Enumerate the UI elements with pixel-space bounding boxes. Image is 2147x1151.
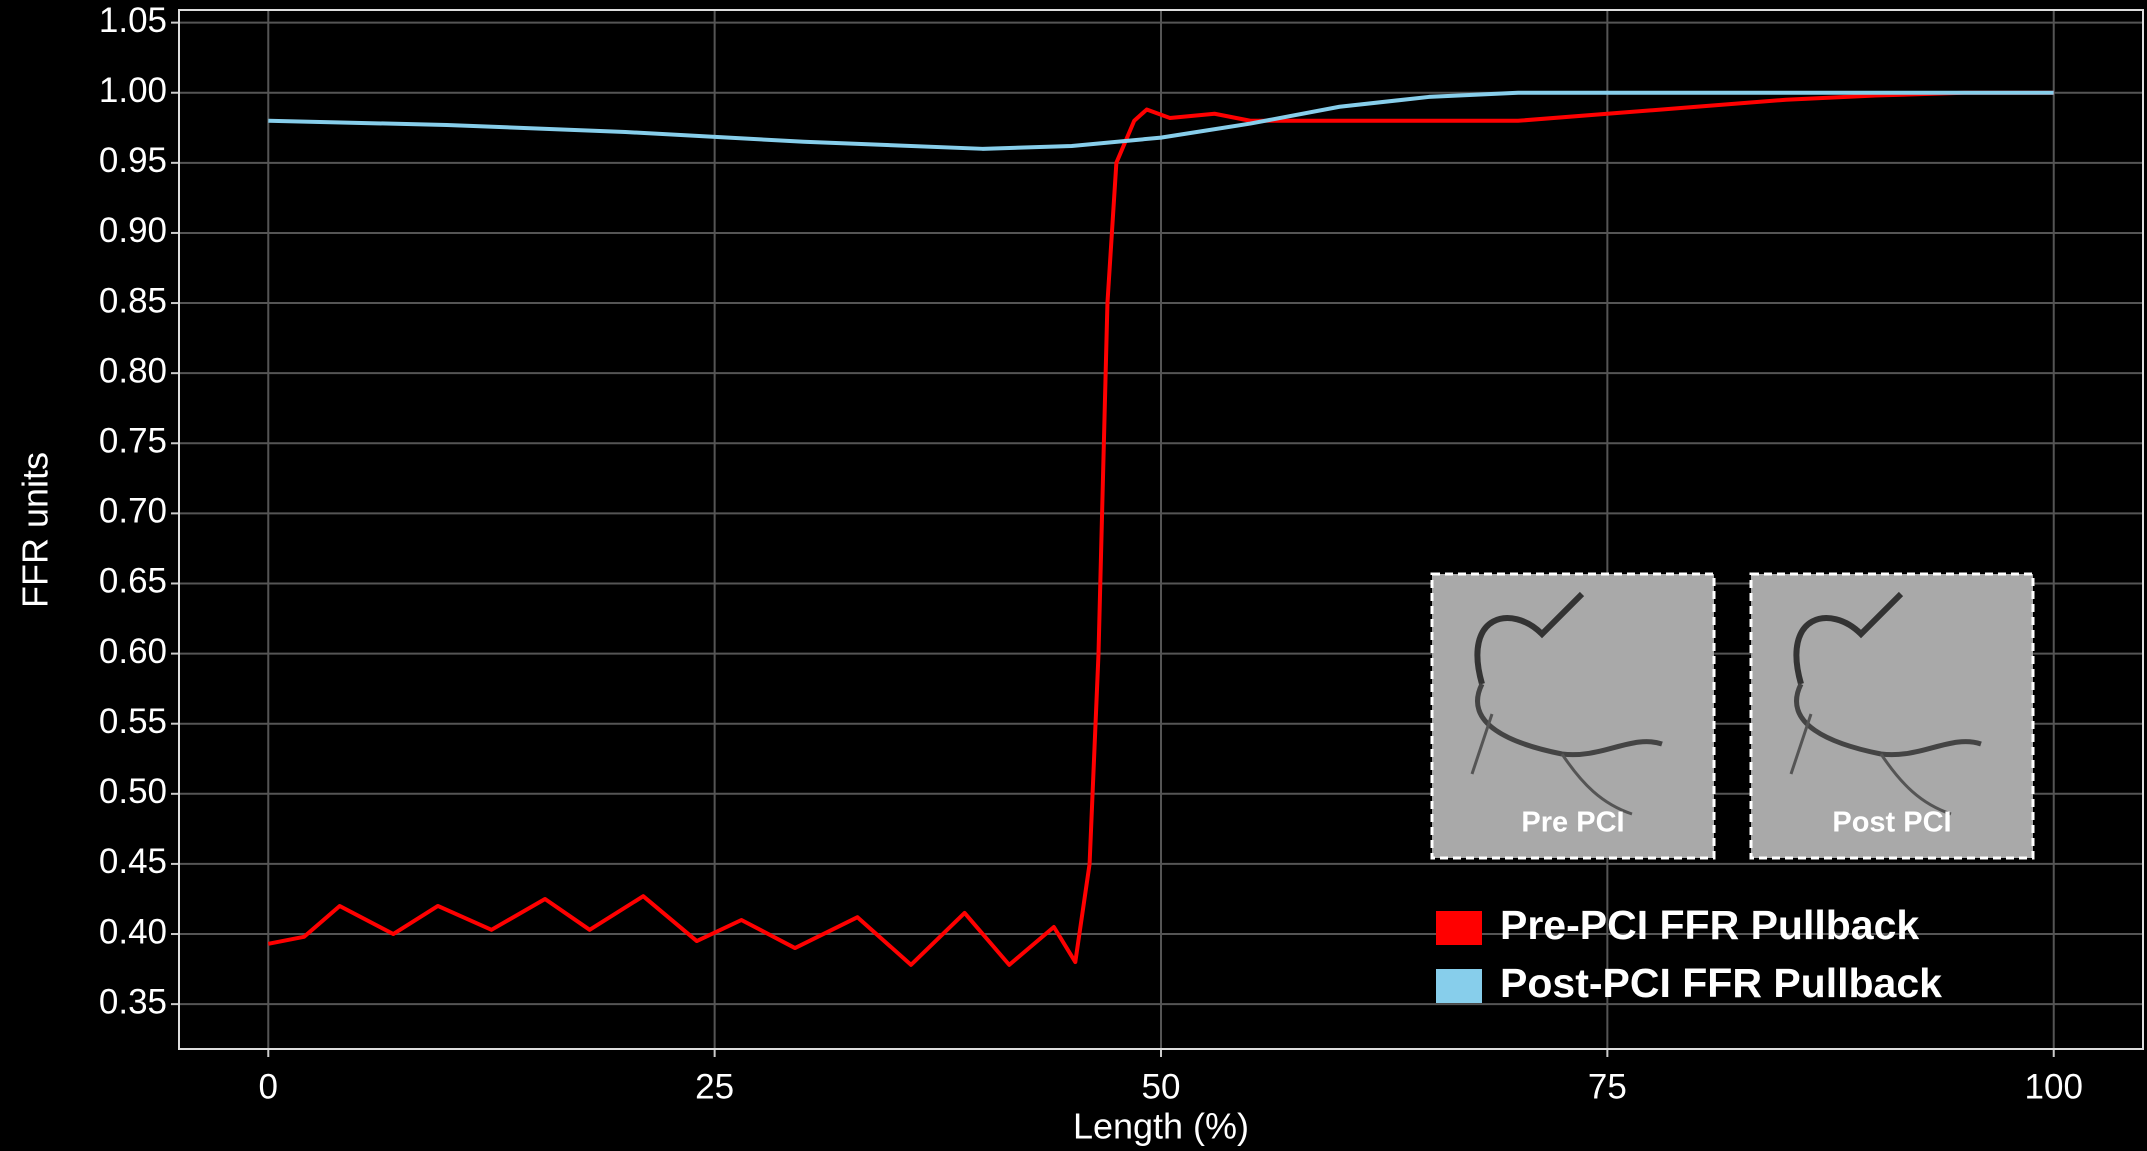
x-tick-label: 50 xyxy=(1142,1067,1181,1106)
y-tick-label: 0.50 xyxy=(99,772,167,811)
y-axis-label: FFR units xyxy=(15,452,56,608)
legend-swatch xyxy=(1436,969,1482,1003)
vessel xyxy=(1789,713,1952,816)
y-tick-label: 0.35 xyxy=(99,982,167,1021)
y-tick-label: 0.55 xyxy=(99,702,167,741)
y-tick-label: 0.90 xyxy=(99,211,167,250)
x-tick-label: 100 xyxy=(2025,1067,2083,1106)
legend-label: Post-PCI FFR Pullback xyxy=(1500,960,1942,1006)
y-tick-label: 0.95 xyxy=(99,141,167,180)
inset-label: Pre PCI xyxy=(1521,807,1624,839)
inset-image: Post PCI xyxy=(1749,572,2035,860)
vessel xyxy=(1470,713,1633,816)
x-tick-label: 0 xyxy=(259,1067,278,1106)
y-tick-label: 0.65 xyxy=(99,562,167,601)
legend-label: Pre-PCI FFR Pullback xyxy=(1500,902,1919,948)
x-tick-label: 75 xyxy=(1588,1067,1627,1106)
inset-label: Post PCI xyxy=(1832,807,1951,839)
plot-border xyxy=(178,9,2144,1050)
x-tick-label: 25 xyxy=(695,1067,734,1106)
y-tick-label: 0.40 xyxy=(99,912,167,951)
y-tick-label: 1.05 xyxy=(99,1,167,40)
y-tick-label: 0.70 xyxy=(99,492,167,531)
legend-swatch xyxy=(1436,911,1482,945)
vessel xyxy=(1474,591,1585,685)
series-line xyxy=(268,90,2054,151)
y-tick-label: 0.60 xyxy=(99,632,167,671)
x-axis-label: Length (%) xyxy=(1073,1106,1249,1147)
y-tick-label: 0.80 xyxy=(99,351,167,390)
vessel xyxy=(1794,682,1982,758)
inset-image: Pre PCI xyxy=(1430,572,1716,860)
y-tick-label: 1.00 xyxy=(99,71,167,110)
vessel xyxy=(1475,682,1663,758)
vessel xyxy=(1793,591,1904,685)
y-tick-label: 0.85 xyxy=(99,281,167,320)
y-tick-label: 0.45 xyxy=(99,842,167,881)
series-line xyxy=(267,90,2054,967)
y-tick-label: 0.75 xyxy=(99,422,167,461)
